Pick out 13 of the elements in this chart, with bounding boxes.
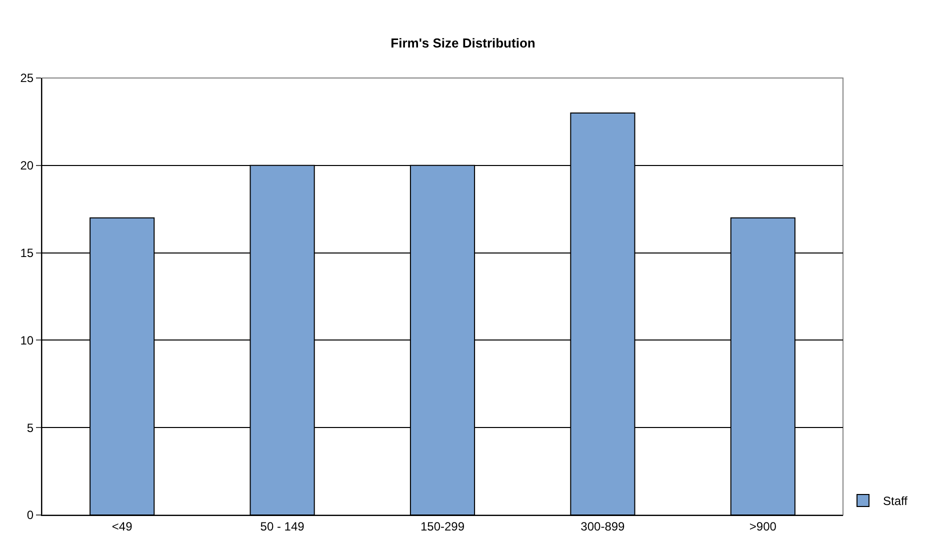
y-tick-label: 0 bbox=[26, 508, 34, 522]
x-tick-label: <49 bbox=[112, 519, 133, 534]
legend-label: Staff bbox=[883, 494, 908, 508]
x-tick-label: >900 bbox=[749, 519, 777, 534]
x-tick-label: 50 - 149 bbox=[260, 519, 305, 534]
y-tick-label: 10 bbox=[20, 333, 34, 348]
chart-title: Firm's Size Distribution bbox=[390, 35, 536, 50]
y-tick-label: 15 bbox=[20, 246, 34, 260]
y-tick-label: 25 bbox=[20, 71, 34, 86]
x-tick-label: 300-899 bbox=[580, 519, 626, 534]
x-tick-label: 150-299 bbox=[420, 519, 465, 534]
y-tick-label: 5 bbox=[26, 420, 34, 435]
y-tick-label: 20 bbox=[20, 158, 34, 173]
